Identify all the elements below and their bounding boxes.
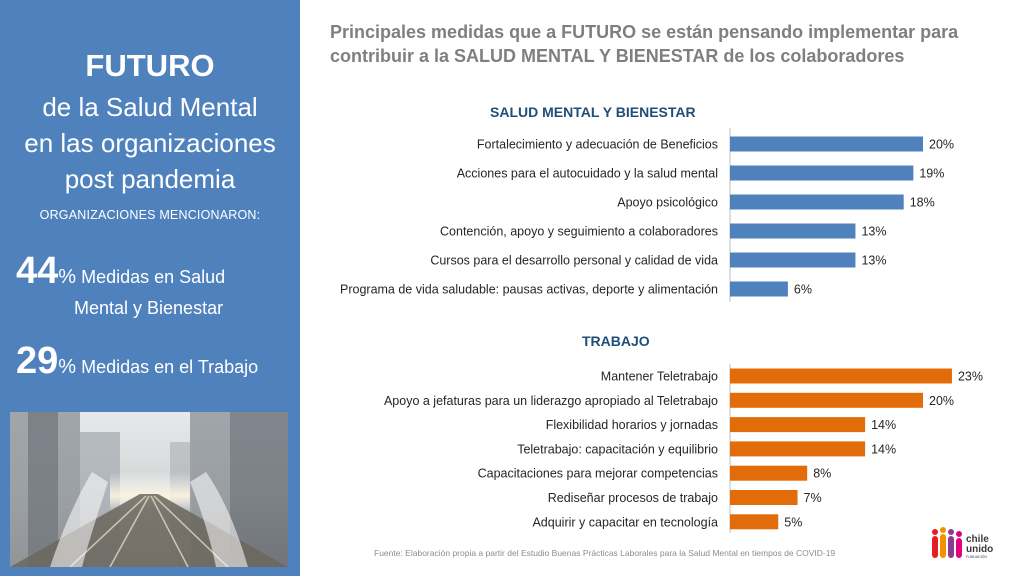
category-label-salud-5: Programa de vida saludable: pausas activ… — [340, 283, 718, 297]
chile-unido-logo: chile unido FUNDACIÓN — [928, 524, 998, 564]
category-label-trabajo-1: Apoyo a jefaturas para un liderazgo apro… — [384, 394, 718, 408]
bar-salud-4 — [730, 252, 856, 268]
bar-trabajo-3 — [730, 441, 866, 457]
category-label-salud-3: Contención, apoyo y seguimiento a colabo… — [440, 225, 718, 239]
bar-trabajo-1 — [730, 392, 923, 408]
stat-salud-mental: 44% Medidas en Salud — [16, 250, 225, 293]
category-label-trabajo-0: Mantener Teletrabajo — [601, 370, 718, 384]
value-label-trabajo-5: 7% — [804, 491, 822, 505]
logo-text-line-3: FUNDACIÓN — [966, 554, 987, 559]
value-label-trabajo-6: 5% — [784, 515, 802, 529]
stat-salud-text-line-1: Medidas en Salud — [76, 267, 226, 287]
bar-salud-5 — [730, 281, 788, 297]
stat-salud-text-line-2: Mental y Bienestar — [74, 298, 224, 318]
bar-salud-1 — [730, 165, 914, 181]
stat-trabajo-value: 29 — [16, 340, 59, 382]
value-label-salud-3: 13% — [861, 225, 886, 239]
value-label-trabajo-2: 14% — [871, 418, 896, 432]
value-label-salud-1: 19% — [919, 167, 944, 181]
stat-trabajo-pct: % — [58, 356, 77, 378]
category-label-trabajo-6: Adquirir y capacitar en tecnología — [532, 515, 718, 529]
value-label-salud-5: 6% — [794, 283, 812, 297]
sidebar-title: FUTURO — [85, 48, 215, 83]
bar-trabajo-4 — [730, 465, 808, 481]
headline-line-2: contribuir a la SALUD MENTAL Y BIENESTAR… — [330, 46, 905, 66]
bar-trabajo-5 — [730, 490, 798, 505]
bar-salud-2 — [730, 194, 904, 210]
sidebar-subtitle-line-1: de la Salud Mental — [42, 92, 258, 122]
category-label-salud-4: Cursos para el desarrollo personal y cal… — [430, 254, 718, 268]
stat-trabajo-text: Medidas en el Trabajo — [76, 357, 259, 377]
chart-title-salud: SALUD MENTAL Y BIENESTAR — [490, 104, 696, 120]
headline-line-1: Principales medidas que a FUTURO se está… — [330, 22, 959, 42]
bar-trabajo-0 — [730, 368, 952, 384]
category-label-salud-0: Fortalecimiento y adecuación de Benefici… — [477, 138, 718, 152]
value-label-salud-4: 13% — [861, 254, 886, 268]
source-note: Fuente: Elaboración propia a partir del … — [374, 548, 836, 558]
sidebar-subtitle-line-3: post pandemia — [64, 164, 236, 194]
category-label-trabajo-5: Rediseñar procesos de trabajo — [548, 491, 718, 505]
value-label-salud-0: 20% — [929, 138, 954, 152]
bar-trabajo-6 — [730, 514, 779, 530]
logo-text-line-1: chile — [966, 534, 989, 545]
category-label-trabajo-4: Capacitaciones para mejorar competencias — [478, 467, 718, 481]
organizations-label: ORGANIZACIONES MENCIONARON: — [39, 208, 261, 222]
city-railway-photo — [10, 412, 288, 567]
value-label-trabajo-1: 20% — [929, 394, 954, 408]
bar-trabajo-2 — [730, 417, 866, 433]
stat-salud-value: 44 — [16, 250, 59, 292]
category-label-trabajo-3: Teletrabajo: capacitación y equilibrio — [517, 442, 718, 456]
page-headline: Principales medidas que a FUTURO se está… — [330, 20, 1010, 68]
value-label-trabajo-3: 14% — [871, 442, 896, 456]
bar-salud-0 — [730, 136, 923, 152]
value-label-trabajo-0: 23% — [958, 370, 983, 384]
category-label-salud-1: Acciones para el autocuidado y la salud … — [457, 167, 718, 181]
value-label-salud-2: 18% — [910, 196, 935, 210]
bar-salud-3 — [730, 223, 856, 239]
category-label-salud-2: Apoyo psicológico — [617, 196, 718, 210]
stat-salud-pct: % — [58, 266, 77, 288]
chart-title-trabajo: TRABAJO — [582, 333, 650, 349]
value-label-trabajo-4: 8% — [813, 467, 831, 481]
stat-trabajo: 29% Medidas en el Trabajo — [16, 340, 258, 383]
category-label-trabajo-2: Flexibilidad horarios y jornadas — [546, 418, 718, 432]
logo-text-line-2: unido — [966, 544, 993, 555]
sidebar-subtitle-line-2: en las organizaciones — [24, 128, 276, 158]
